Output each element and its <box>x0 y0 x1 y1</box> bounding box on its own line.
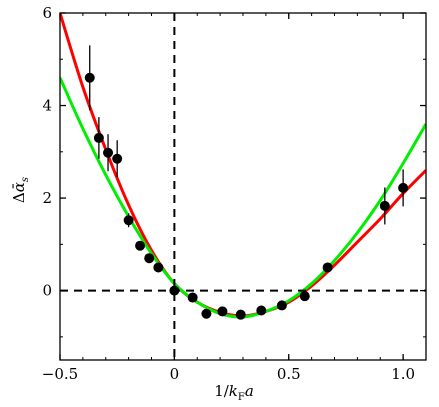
data-point <box>201 308 212 319</box>
data-point <box>299 291 310 302</box>
data-point <box>103 147 114 158</box>
x-tick-label: −0.5 <box>42 365 78 383</box>
data-point <box>379 200 390 211</box>
data-point <box>93 132 104 143</box>
data-point <box>256 305 267 316</box>
svg-text:Δᾱs: Δᾱs <box>10 177 31 203</box>
data-point <box>169 285 180 296</box>
data-point <box>322 262 333 273</box>
fit-curves <box>60 13 426 319</box>
y-tick-label: 6 <box>42 4 52 22</box>
data-point <box>153 262 164 273</box>
data-point <box>235 309 246 320</box>
axis-ticks: −0.5 0 0.5 1.0 0 2 4 6 <box>42 4 427 383</box>
data-point <box>144 253 155 264</box>
data-point <box>217 306 228 317</box>
data-point <box>276 300 287 311</box>
y-tick-label: 4 <box>42 97 52 115</box>
data-point <box>123 215 134 226</box>
data-point <box>135 240 146 251</box>
svg-text:1/kFa: 1/kFa <box>214 382 254 403</box>
y-axis-label: Δᾱs <box>10 177 31 203</box>
data-point <box>398 182 409 193</box>
x-tick-label: 1.0 <box>391 365 415 383</box>
data-points <box>84 45 409 320</box>
y-tick-label: 2 <box>42 189 52 207</box>
data-point <box>84 72 95 83</box>
data-point <box>112 153 123 164</box>
fit-curve-0 <box>60 13 426 318</box>
x-tick-label: 0 <box>170 365 180 383</box>
data-point <box>187 292 198 303</box>
x-tick-label: 0.5 <box>277 365 301 383</box>
y-tick-label: 0 <box>42 282 52 300</box>
reference-lines <box>60 13 426 360</box>
x-axis-label: 1/kFa <box>214 382 254 403</box>
plot-frame <box>59 12 427 361</box>
fit-curve-1 <box>60 77 426 319</box>
